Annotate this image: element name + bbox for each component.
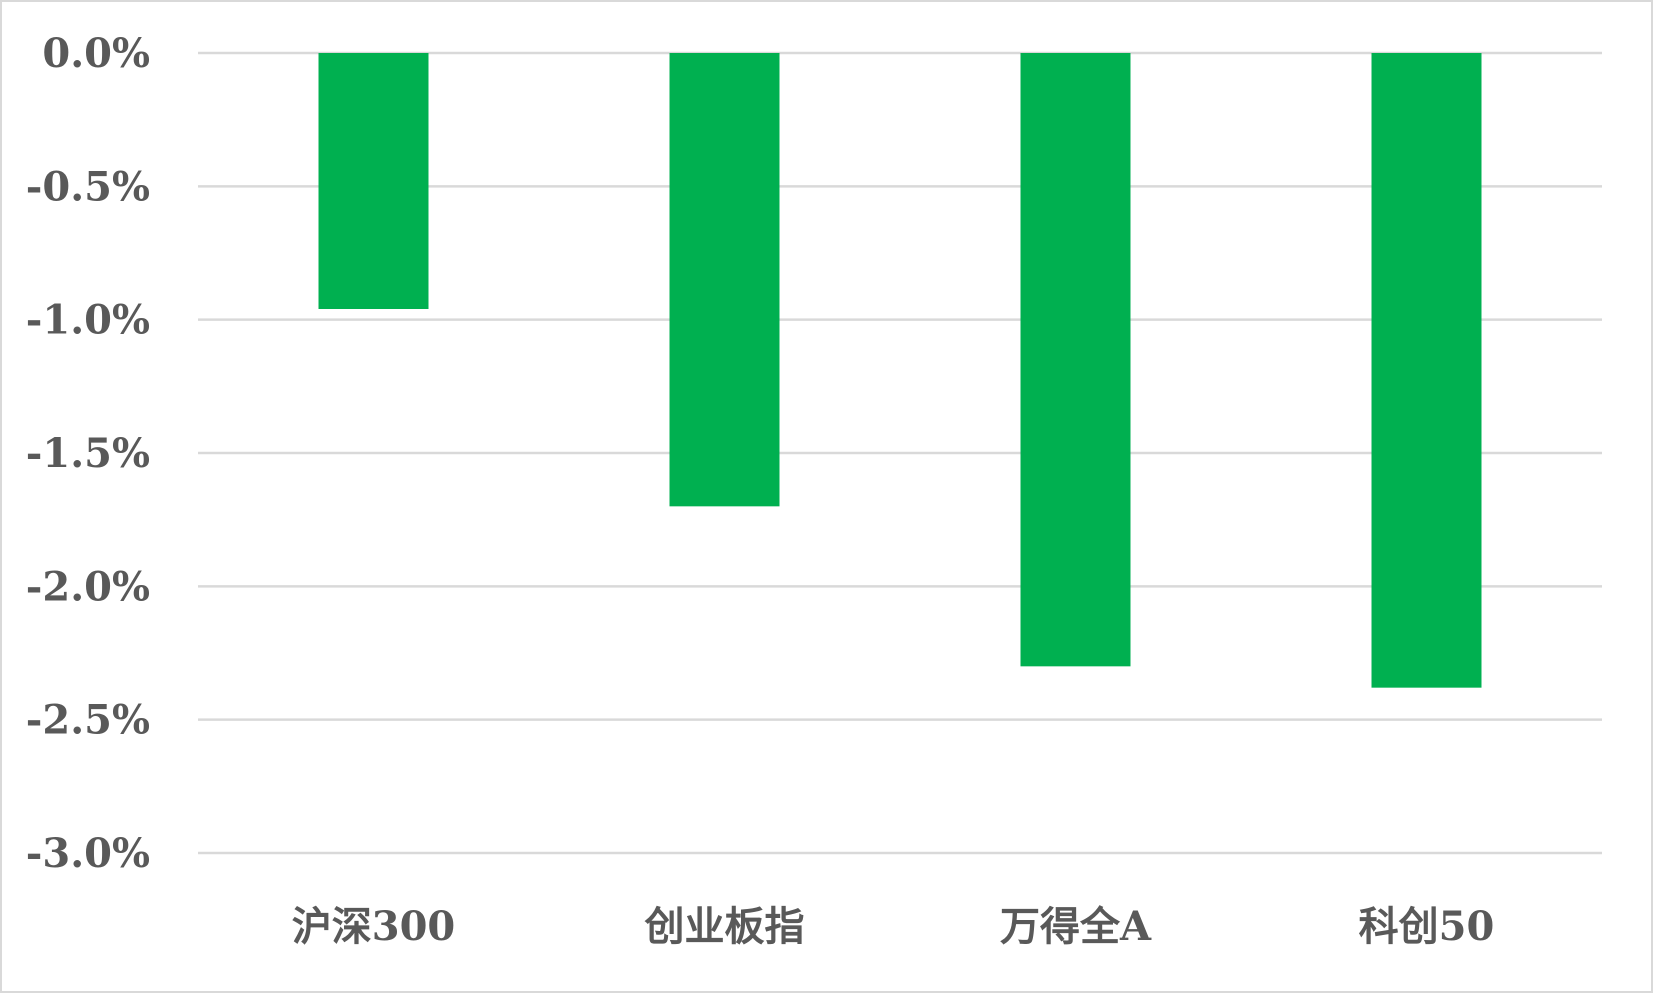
x-tick-label: 科创50	[1359, 903, 1495, 950]
bar-4	[1371, 53, 1482, 688]
y-tick-label: -2.0%	[26, 563, 150, 610]
x-tick-label: 沪深300	[292, 903, 456, 950]
y-tick-label: -2.5%	[26, 697, 150, 744]
x-axis-ticks: 沪深300 创业板指 万得全A 科创50	[292, 903, 1495, 950]
bar-1	[318, 53, 429, 309]
bar-3	[1020, 53, 1131, 667]
x-tick-label: 创业板指	[645, 903, 805, 950]
y-tick-label: -1.0%	[26, 297, 150, 344]
y-tick-label: -0.5%	[26, 163, 150, 210]
y-tick-label: -1.5%	[26, 430, 150, 477]
bars	[318, 53, 1482, 688]
y-axis-ticks: 0.0% -0.5% -1.0% -1.5% -2.0% -2.5% -3.0%	[26, 30, 150, 877]
bar-2	[669, 53, 780, 507]
gridlines	[198, 51, 1602, 855]
y-tick-label: -3.0%	[26, 830, 150, 877]
y-tick-label: 0.0%	[42, 30, 150, 77]
x-tick-label: 万得全A	[1000, 903, 1152, 950]
